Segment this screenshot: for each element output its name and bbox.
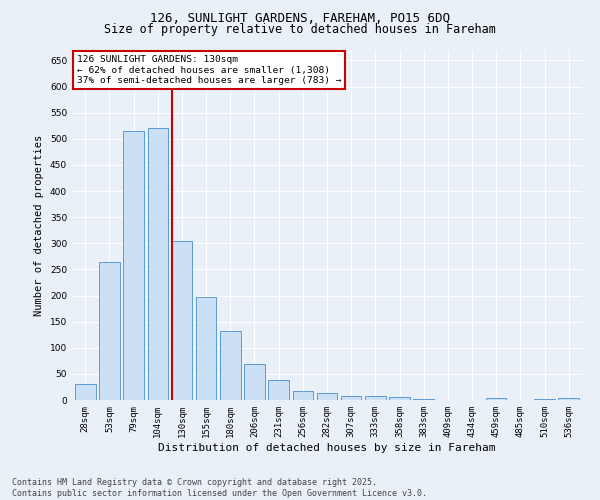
Bar bbox=[148, 128, 168, 400]
Bar bbox=[172, 240, 192, 400]
Bar bbox=[99, 262, 120, 400]
Bar bbox=[196, 296, 217, 400]
Text: 126 SUNLIGHT GARDENS: 130sqm
← 62% of detached houses are smaller (1,308)
37% of: 126 SUNLIGHT GARDENS: 130sqm ← 62% of de… bbox=[77, 56, 341, 85]
Y-axis label: Number of detached properties: Number of detached properties bbox=[34, 134, 44, 316]
Bar bbox=[486, 398, 506, 400]
Bar bbox=[268, 380, 289, 400]
X-axis label: Distribution of detached houses by size in Fareham: Distribution of detached houses by size … bbox=[158, 442, 496, 452]
Bar bbox=[559, 398, 579, 400]
Text: Size of property relative to detached houses in Fareham: Size of property relative to detached ho… bbox=[104, 22, 496, 36]
Bar bbox=[124, 131, 144, 400]
Bar bbox=[220, 331, 241, 400]
Bar bbox=[389, 398, 410, 400]
Bar bbox=[341, 396, 361, 400]
Bar bbox=[75, 384, 95, 400]
Bar bbox=[293, 391, 313, 400]
Bar bbox=[365, 396, 386, 400]
Text: 126, SUNLIGHT GARDENS, FAREHAM, PO15 6DQ: 126, SUNLIGHT GARDENS, FAREHAM, PO15 6DQ bbox=[150, 12, 450, 26]
Bar bbox=[244, 364, 265, 400]
Bar bbox=[317, 392, 337, 400]
Text: Contains HM Land Registry data © Crown copyright and database right 2025.
Contai: Contains HM Land Registry data © Crown c… bbox=[12, 478, 427, 498]
